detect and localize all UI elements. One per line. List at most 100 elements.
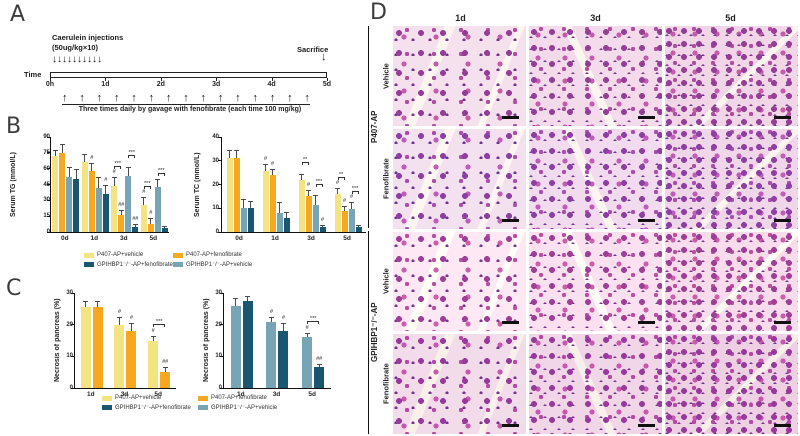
y-tick-mark — [218, 160, 222, 162]
y-tick-mark — [47, 215, 51, 217]
y-axis-label: Necrosis of pancreas (%) — [54, 298, 61, 383]
timeline-tick-label: 1d — [101, 81, 110, 88]
bar-group: # # ** *** — [298, 137, 326, 232]
bar-group — [80, 293, 103, 388]
error-bar — [316, 364, 322, 368]
gavage-arrow-icon: ↑ — [183, 92, 189, 104]
scale-bar — [638, 115, 655, 119]
error-bar — [83, 300, 89, 308]
x-tick-label: 0d — [235, 235, 243, 242]
injection-arrow-icon: ↓ — [72, 54, 77, 65]
significance-label: ** — [302, 157, 308, 164]
necrosis-p407-chart: Necrosis of pancreas (%)0102030#####***1… — [40, 284, 176, 404]
panel-d-column-headers: 1d 3d 5d — [393, 13, 798, 23]
error-bar — [356, 224, 361, 228]
x-tick-label: 3d — [119, 235, 128, 242]
scale-bar — [502, 424, 519, 427]
bar — [266, 316, 277, 388]
legend-c: P407-AP+vehicle P407-AP+fenofibrate GPIHBP… — [102, 395, 277, 411]
bar — [95, 177, 102, 232]
significance-label: *** — [155, 319, 163, 326]
x-tick-label: 5d — [343, 235, 351, 242]
error-bar — [284, 211, 289, 218]
bar — [262, 164, 269, 232]
y-axis-label: Serum TC (mmol/L) — [194, 152, 201, 217]
row-label-fenofibrate-1: Fenofibrate — [381, 158, 391, 200]
y-tick-mark — [218, 231, 222, 233]
error-bar — [155, 179, 161, 187]
bar — [92, 300, 103, 388]
error-bar — [227, 150, 232, 159]
bar — [230, 297, 241, 388]
legend-label: P407-AP+vehicle — [115, 395, 162, 401]
bar-group — [52, 137, 80, 232]
significance-label: *** — [128, 150, 135, 157]
y-tick-mark — [71, 387, 75, 389]
legend-swatch-icon — [173, 252, 183, 258]
bar — [59, 144, 66, 232]
error-bar — [128, 323, 134, 331]
micrograph-p407-fenofibrate-1d — [393, 128, 526, 229]
error-bar — [270, 169, 275, 175]
micrograph-grid — [393, 26, 798, 434]
injection-arrow-icon: ↓ — [52, 54, 57, 65]
significance-bracket: *** — [143, 181, 151, 189]
micrograph-p407-fenofibrate-3d — [529, 128, 662, 229]
significance-label: *** — [158, 167, 165, 174]
gavage-arrow-icon: ↑ — [165, 92, 172, 104]
significance-mark: ## — [118, 201, 125, 208]
error-bar — [234, 150, 239, 159]
error-bar — [335, 188, 340, 194]
bar — [319, 224, 326, 232]
bar-group: # ## ## *** *** — [111, 137, 138, 232]
gpihbp1-group-line — [368, 231, 369, 434]
bar — [242, 296, 253, 388]
timeline-tick-label: 2d — [156, 81, 165, 88]
bar — [226, 150, 233, 232]
x-tick-label: 3d — [307, 235, 315, 242]
necrosis-gpihbp1-chart: Necrosis of pancreas (%)0102030#####***1… — [189, 284, 334, 404]
scale-bar — [502, 115, 519, 119]
x-tick-label: 0d — [60, 235, 69, 242]
panel-b-label: B — [6, 114, 22, 139]
significance-mark: # — [151, 327, 155, 334]
significance-mark: # — [112, 169, 116, 176]
bar — [132, 223, 139, 232]
timeline-bar — [50, 72, 327, 78]
y-axis-label: Necrosis of pancreas (%) — [203, 298, 210, 383]
x-axis-labels: 0d 1d 3d 5d — [221, 235, 365, 242]
y-tick-label: 30 — [43, 197, 50, 203]
legend-label: GPIHBP1⁻/⁻-AP+fenofibrate — [97, 262, 173, 268]
significance-label: *** — [351, 185, 359, 192]
significance-label: ** — [338, 171, 344, 178]
scale-bar — [774, 115, 791, 119]
y-tick-mark — [218, 184, 222, 185]
y-tick-mark — [71, 355, 75, 357]
timeline-tick-label: 3d — [212, 81, 221, 88]
y-axis-ticks: 0 10 20 30 40 — [207, 134, 219, 235]
significance-bracket: *** — [307, 316, 320, 325]
group-label-gpihbp1: GPIHBP1⁻/⁻-AP — [370, 302, 379, 363]
bar — [73, 168, 80, 232]
gavage-arrows: ↑ ↑ ↑ ↑ ↑ ↑ ↑ ↑ ↑ ↑ ↑ ↑ ↑ ↑ ↑ — [62, 87, 310, 105]
bar-group: # # *** *** — [140, 137, 168, 232]
timeline-tick-mark — [50, 78, 51, 81]
significance-label: *** — [144, 180, 151, 187]
micrograph-p407-fenofibrate-5d — [665, 128, 798, 229]
bar — [88, 163, 95, 232]
error-bar — [148, 218, 154, 224]
significance-mark: # — [269, 308, 274, 315]
significance-mark: # — [305, 324, 309, 331]
x-tick-label: 3d — [272, 391, 281, 398]
y-axis-label: Serum TG (mmol/L) — [10, 152, 17, 217]
legend-swatch-icon — [198, 395, 208, 401]
significance-mark: # — [349, 194, 354, 201]
error-bar — [89, 163, 95, 171]
bar — [305, 190, 312, 232]
y-tick-mark — [218, 136, 222, 138]
significance-mark: # — [335, 180, 340, 187]
bar — [147, 218, 154, 232]
timeline-tick-mark — [327, 78, 328, 81]
micrograph-gpihbp1-fenofibrate-3d — [529, 334, 662, 434]
